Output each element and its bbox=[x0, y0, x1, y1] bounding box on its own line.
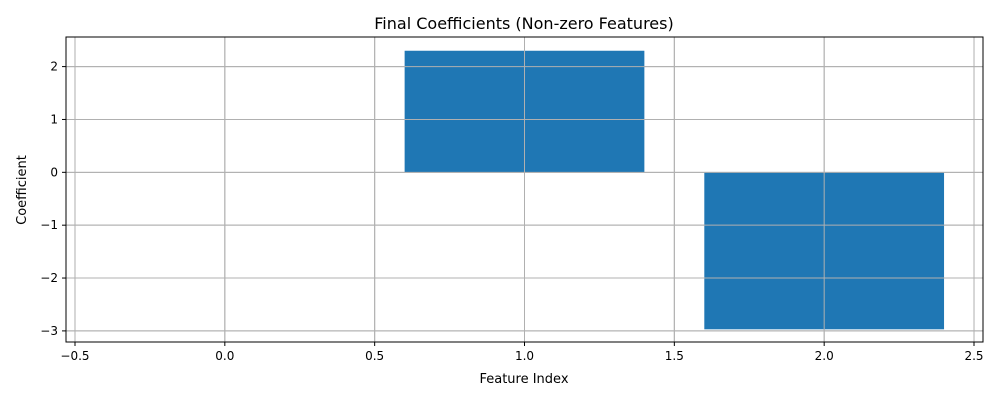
x-axis-label: Feature Index bbox=[479, 372, 568, 387]
plot-frame bbox=[65, 36, 984, 343]
x-tick-label: 0.0 bbox=[215, 349, 234, 363]
x-tick-label: 2.5 bbox=[964, 349, 983, 363]
axis-ticks: −0.5 0.0 0.5 1.0 1.5 2.0 2.5 −3 −2 −1 0 1 2 bbox=[40, 60, 983, 363]
y-tick-label: 0 bbox=[50, 165, 58, 179]
y-axis-label: Coefficient bbox=[15, 155, 30, 225]
chart-title: Final Coefficients (Non-zero Features) bbox=[374, 14, 673, 33]
y-tick-label: −3 bbox=[40, 324, 58, 338]
x-tick-label: 0.5 bbox=[365, 349, 384, 363]
x-tick-label: 1.5 bbox=[665, 349, 684, 363]
x-tick-label: −0.5 bbox=[60, 349, 89, 363]
x-tick-label: 1.0 bbox=[515, 349, 534, 363]
y-tick-label: −1 bbox=[40, 218, 58, 232]
y-tick-label: −2 bbox=[40, 271, 58, 285]
bars bbox=[66, 37, 983, 342]
y-tick-label: 2 bbox=[50, 60, 58, 74]
x-tick-label: 2.0 bbox=[815, 349, 834, 363]
y-tick-label: 1 bbox=[50, 112, 58, 126]
